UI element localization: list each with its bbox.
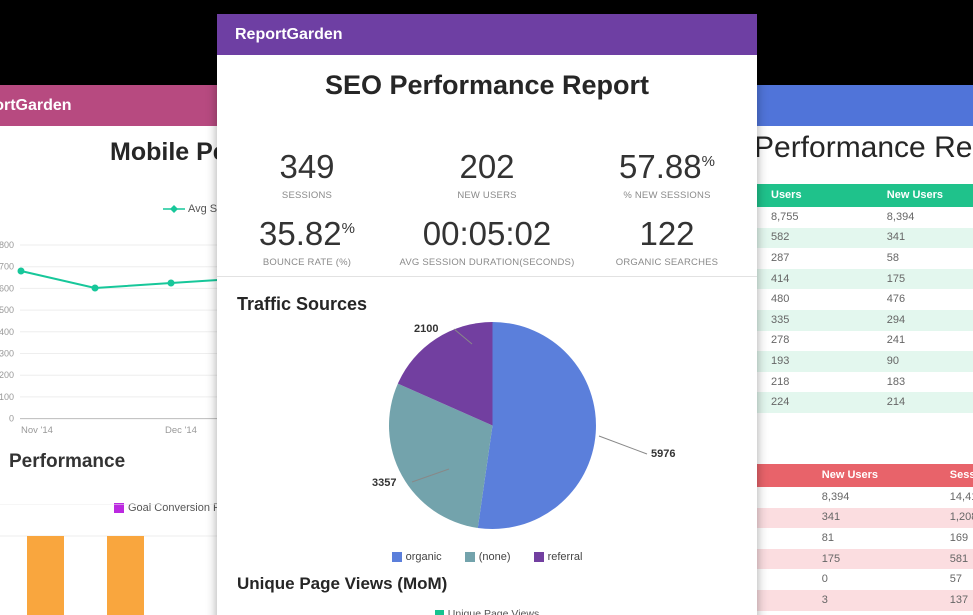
svg-text:5976: 5976 (651, 448, 675, 460)
svg-text:600: 600 (0, 283, 14, 293)
svg-text:300: 300 (0, 349, 14, 359)
svg-text:2100: 2100 (414, 323, 438, 335)
svg-text:700: 700 (0, 262, 14, 272)
svg-text:Nov '14: Nov '14 (21, 425, 53, 436)
svg-text:400: 400 (0, 327, 14, 337)
svg-text:800: 800 (0, 240, 14, 250)
svg-text:500: 500 (0, 305, 14, 315)
svg-text:100: 100 (0, 392, 14, 402)
svg-text:Dec '14: Dec '14 (165, 425, 197, 436)
svg-text:0: 0 (9, 414, 14, 424)
svg-text:3357: 3357 (372, 477, 396, 489)
svg-text:200: 200 (0, 370, 14, 380)
